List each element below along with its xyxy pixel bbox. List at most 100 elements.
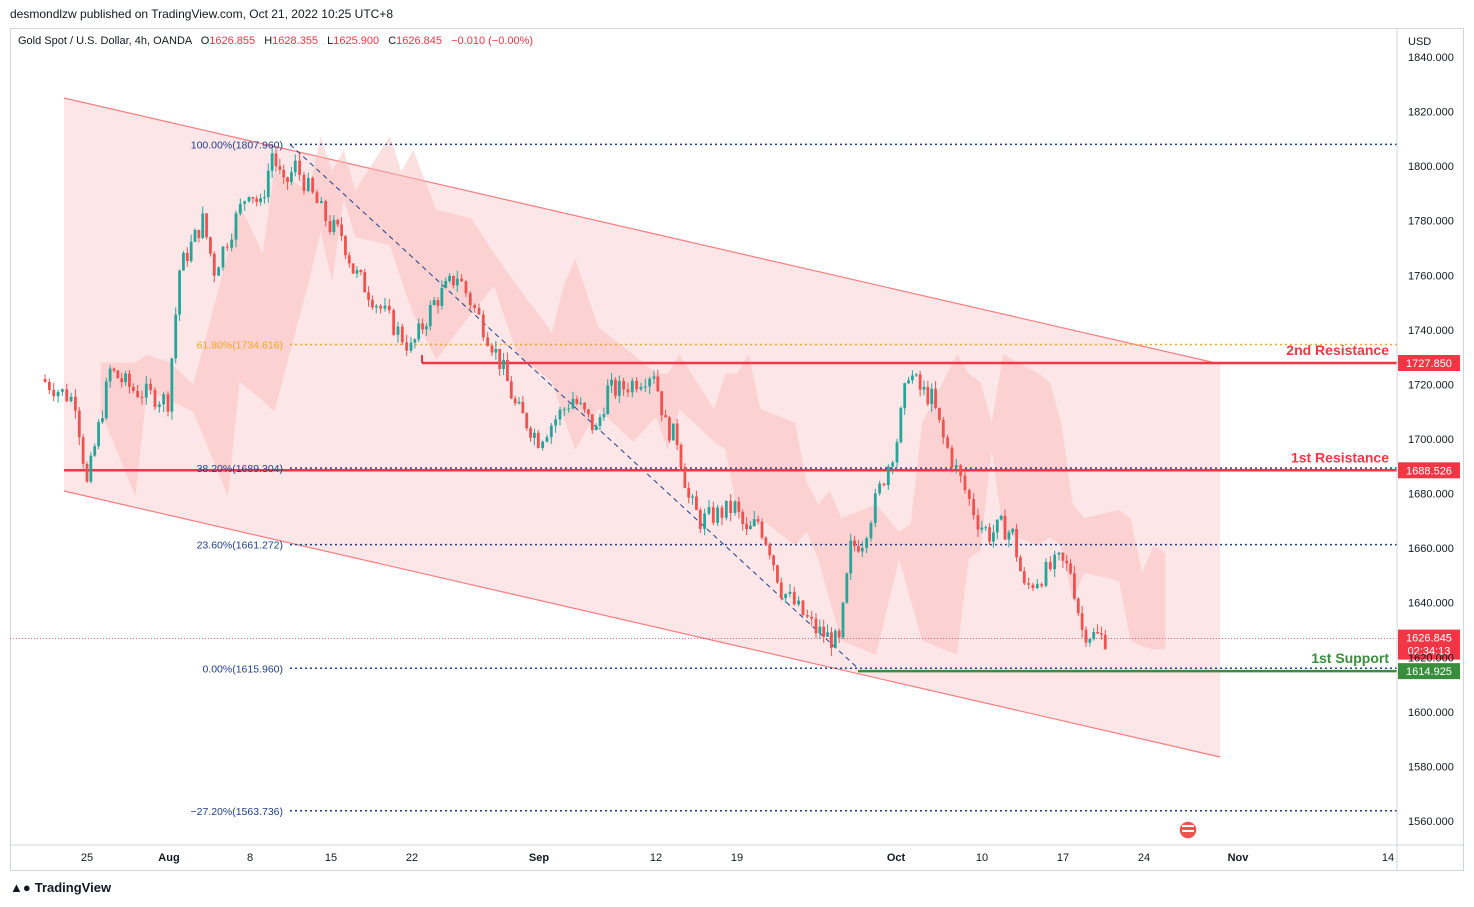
candle-body bbox=[999, 515, 1003, 520]
candle-body bbox=[833, 630, 837, 648]
candle-body bbox=[1073, 573, 1076, 599]
candle-body bbox=[120, 378, 124, 383]
candle-body bbox=[81, 437, 85, 464]
us-flag-stripe-2 bbox=[1182, 830, 1194, 832]
brand-name: TradingView bbox=[34, 880, 112, 895]
candle-body bbox=[85, 463, 89, 482]
ichimoku-cloud bbox=[100, 136, 1166, 655]
candle-body bbox=[311, 177, 315, 193]
candle-body bbox=[907, 380, 910, 384]
candle-body bbox=[383, 305, 387, 309]
x-tick-5: Sep bbox=[529, 852, 549, 864]
level-label-2: 1st Support bbox=[1311, 650, 1389, 666]
candle-body bbox=[1011, 528, 1015, 533]
y-tick-1: 1820.000 bbox=[1408, 107, 1454, 119]
candle-body bbox=[741, 511, 745, 525]
x-tick-2: 8 bbox=[247, 852, 253, 864]
candle-body bbox=[899, 408, 903, 443]
candle-body bbox=[189, 241, 193, 262]
candle-body bbox=[845, 573, 849, 603]
candle-body bbox=[178, 270, 181, 315]
candle-body bbox=[448, 275, 451, 281]
countdown-text: 02:34:13 bbox=[1408, 646, 1451, 658]
candle-body bbox=[784, 593, 788, 598]
candle-body bbox=[328, 221, 332, 233]
fib-diagonal bbox=[289, 144, 859, 669]
candle-body bbox=[737, 501, 741, 512]
fib-label-1: 61.80%(1734.616) bbox=[197, 340, 283, 352]
candle-body bbox=[575, 398, 579, 404]
candle-body bbox=[814, 618, 818, 634]
candle-body bbox=[363, 272, 367, 293]
candle-body bbox=[1065, 560, 1069, 564]
candle-body bbox=[926, 386, 930, 405]
y-tick-5: 1740.000 bbox=[1408, 325, 1454, 337]
candle-body bbox=[153, 389, 157, 408]
candle-body bbox=[371, 299, 374, 308]
candle-body bbox=[344, 236, 347, 256]
candle-body bbox=[101, 418, 104, 423]
candle-body bbox=[776, 565, 779, 583]
candle-body bbox=[860, 547, 864, 552]
candle-body bbox=[464, 281, 468, 294]
candle-body bbox=[972, 498, 976, 516]
candle-body bbox=[61, 389, 64, 392]
candle-body bbox=[413, 339, 417, 343]
candle-body bbox=[1040, 584, 1044, 586]
x-tick-9: 10 bbox=[976, 852, 988, 864]
candle-body bbox=[792, 591, 796, 605]
candle-body bbox=[421, 323, 424, 330]
candle-body bbox=[541, 441, 545, 448]
candle-body bbox=[1100, 633, 1103, 635]
tradingview-logo-icon: ▲● bbox=[10, 880, 31, 895]
candle-body bbox=[315, 192, 319, 204]
fib-label-4: 0.00%(1615.960) bbox=[202, 663, 283, 675]
candle-body bbox=[69, 396, 73, 402]
candle-body bbox=[630, 380, 634, 393]
candle-body bbox=[136, 390, 140, 397]
candle-body bbox=[1096, 632, 1099, 634]
candle-body bbox=[234, 213, 238, 240]
candle-body bbox=[533, 432, 536, 438]
candle-body bbox=[716, 507, 720, 523]
symbol-name[interactable]: Gold Spot / U.S. Dollar, 4h, OANDA bbox=[18, 35, 192, 47]
candle-body bbox=[387, 305, 391, 311]
x-tick-11: 24 bbox=[1138, 852, 1150, 864]
channel-fill bbox=[64, 98, 1220, 757]
y-tick-3: 1780.000 bbox=[1408, 216, 1454, 228]
x-tick-12: Nov bbox=[1228, 852, 1250, 864]
candle-body bbox=[347, 255, 351, 264]
candle-body bbox=[567, 408, 571, 410]
candle-body bbox=[984, 527, 988, 529]
y-tick-6: 1720.000 bbox=[1408, 379, 1454, 391]
candle-body bbox=[112, 368, 116, 371]
candle-body bbox=[660, 391, 664, 416]
fib-label-5: −27.20%(1563.736) bbox=[190, 806, 283, 818]
candle-body bbox=[379, 305, 383, 309]
candle-body bbox=[703, 513, 707, 529]
candle-body bbox=[298, 160, 302, 175]
candle-body bbox=[1044, 561, 1048, 586]
candle-body bbox=[590, 414, 594, 431]
candle-body bbox=[950, 447, 954, 468]
candle-body bbox=[1103, 634, 1107, 649]
candle-body bbox=[695, 496, 698, 510]
candle-body bbox=[290, 172, 293, 182]
candle-body bbox=[779, 582, 783, 598]
candle-body bbox=[980, 527, 984, 530]
candle-body bbox=[238, 203, 242, 214]
candle-body bbox=[797, 600, 801, 605]
candle-body bbox=[853, 540, 856, 547]
candle-body bbox=[367, 292, 370, 300]
candle-body bbox=[878, 483, 882, 494]
candle-body bbox=[756, 519, 760, 522]
candle-body bbox=[614, 379, 617, 396]
candle-body bbox=[536, 432, 540, 448]
candle-body bbox=[594, 425, 598, 431]
candle-body bbox=[963, 475, 967, 491]
candle-body bbox=[675, 423, 679, 445]
candle-body bbox=[517, 401, 521, 404]
candle-body bbox=[554, 419, 558, 426]
level-label-1: 1st Resistance bbox=[1291, 449, 1389, 465]
